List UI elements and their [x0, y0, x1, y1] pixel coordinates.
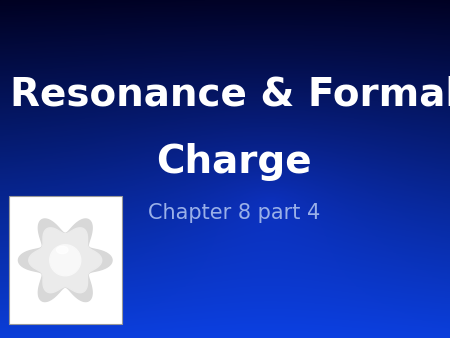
Polygon shape — [57, 246, 68, 254]
Polygon shape — [29, 228, 102, 293]
Text: Chapter 8 part 4: Chapter 8 part 4 — [148, 203, 320, 223]
Text: Charge: Charge — [156, 143, 312, 181]
Polygon shape — [18, 219, 112, 301]
Text: Resonance & Formal: Resonance & Formal — [10, 76, 450, 114]
Polygon shape — [50, 245, 81, 276]
FancyBboxPatch shape — [9, 196, 122, 324]
